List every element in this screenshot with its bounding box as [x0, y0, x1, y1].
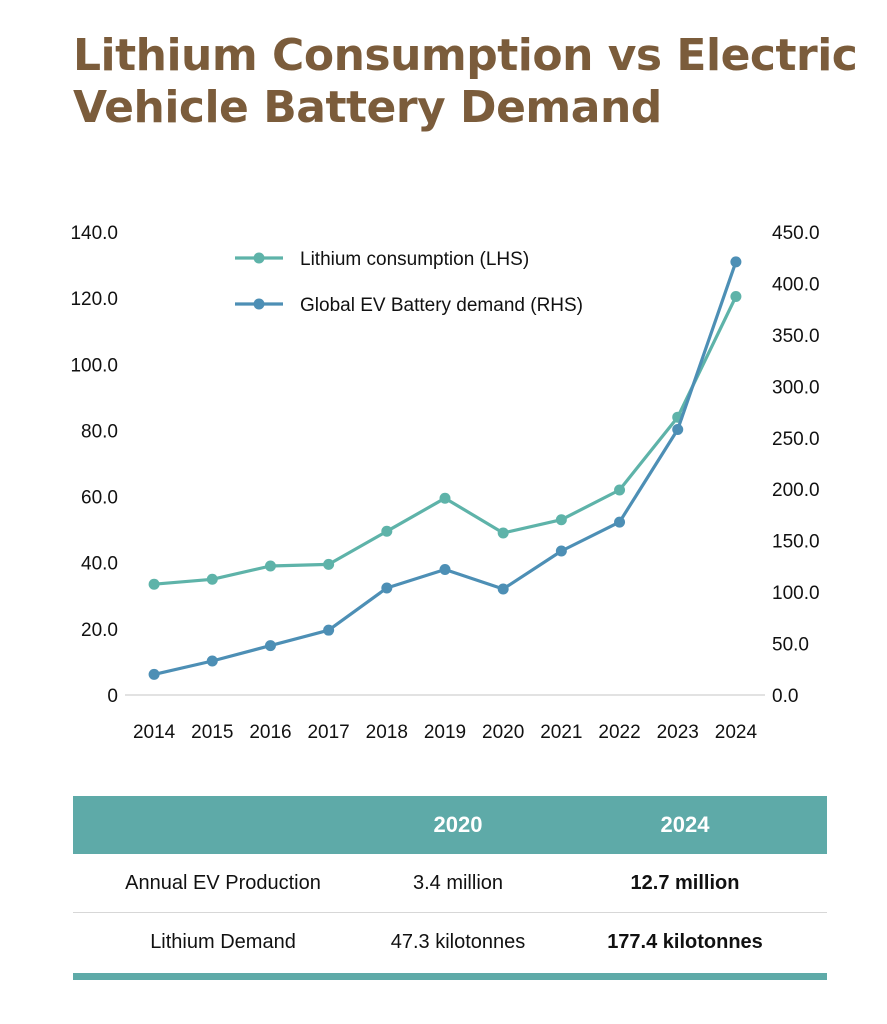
y-right-tick-label: 300.0: [772, 377, 820, 398]
x-tick-label: 2014: [133, 722, 176, 743]
x-tick-label: 2023: [657, 722, 699, 743]
data-point: [672, 424, 684, 436]
series-line-2: [152, 260, 738, 677]
stats-table: 2020 2024 Annual EV Production 3.4 milli…: [73, 796, 827, 980]
x-tick-label: 2016: [249, 722, 291, 743]
data-point: [439, 492, 451, 504]
y-left-tick-label: 140.0: [70, 223, 118, 244]
y-right-tick-label: 100.0: [772, 583, 820, 604]
series-line-1: [152, 294, 738, 586]
y-left-tick-label: 40.0: [81, 554, 118, 575]
chart-legend: Lithium consumption (LHS) Global EV Batte…: [235, 249, 583, 316]
data-point: [497, 583, 509, 595]
y-right-tick-label: 50.0: [772, 635, 809, 656]
cell-2024: 12.7 million: [630, 871, 740, 894]
data-point: [730, 256, 742, 268]
data-point: [206, 655, 218, 667]
header-cell-2024: 2024: [660, 812, 710, 837]
cell-2020: 3.4 million: [412, 871, 504, 894]
y-left-tick-label: 60.0: [81, 488, 118, 509]
y-left-tick-label: 80.0: [81, 421, 118, 442]
x-tick-label: 2024: [715, 722, 758, 743]
chart-series: [148, 256, 742, 680]
legend-marker: [253, 298, 265, 310]
line-chart: 0 20.0 40.0 60.0 80.0 100.0 120.0 140.0 0.0 50.0 1…: [70, 223, 819, 743]
table-row: Annual EV Production 3.4 million 12.7 mi…: [73, 854, 827, 913]
data-point: [439, 563, 451, 575]
x-tick-label: 2015: [191, 722, 233, 743]
data-point: [323, 624, 335, 636]
legend-marker: [253, 252, 265, 264]
data-point: [555, 514, 567, 526]
y-right-tick-label: 0.0: [772, 686, 798, 707]
x-tick-label: 2017: [307, 722, 349, 743]
data-point: [264, 640, 276, 652]
table-row: Lithium Demand 47.3 kilotonnes 177.4 kil…: [73, 913, 827, 971]
data-point: [381, 525, 393, 537]
y-left-tick-label: 0: [107, 686, 118, 707]
stats-table-header: 2020 2024: [73, 796, 827, 854]
row-label: Annual EV Production: [125, 871, 321, 894]
header-cell-2020: 2020: [433, 812, 483, 837]
cell-2024: 177.4 kilotonnes: [607, 930, 763, 953]
table-bottom-rule: [73, 973, 827, 980]
x-tick-label: 2021: [540, 722, 582, 743]
y-left-tick-label: 120.0: [70, 289, 118, 310]
x-tick-label: 2019: [424, 722, 466, 743]
y-left-tick-label: 20.0: [81, 620, 118, 641]
y-right-tick-label: 250.0: [772, 429, 820, 450]
data-point: [323, 558, 335, 570]
data-point: [555, 545, 567, 557]
data-point: [614, 484, 626, 496]
y-right-tick-label: 400.0: [772, 274, 820, 295]
data-point: [148, 578, 160, 590]
x-tick-label: 2018: [366, 722, 408, 743]
x-tick-label: 2022: [598, 722, 640, 743]
cell-2020: 47.3 kilotonnes: [390, 930, 526, 953]
chart-title: Lithium Consumption vs Electric Vehicle …: [73, 30, 858, 133]
chart-axes: 0 20.0 40.0 60.0 80.0 100.0 120.0 140.0 0.0 50.0 1…: [70, 223, 819, 743]
y-left-tick-label: 100.0: [70, 355, 118, 376]
data-point: [497, 527, 509, 539]
data-point: [614, 516, 626, 528]
y-right-tick-label: 150.0: [772, 532, 820, 553]
legend-label: Global EV Battery demand (RHS): [300, 295, 583, 316]
y-right-tick-label: 200.0: [772, 480, 820, 501]
data-point: [381, 582, 393, 594]
data-point: [148, 668, 160, 680]
y-right-tick-label: 450.0: [772, 223, 820, 244]
row-label: Lithium Demand: [150, 930, 296, 953]
x-tick-label: 2020: [482, 722, 524, 743]
data-point: [730, 290, 742, 302]
data-point: [264, 560, 276, 572]
y-right-tick-label: 350.0: [772, 326, 820, 347]
legend-label: Lithium consumption (LHS): [300, 249, 529, 270]
data-point: [206, 573, 218, 585]
